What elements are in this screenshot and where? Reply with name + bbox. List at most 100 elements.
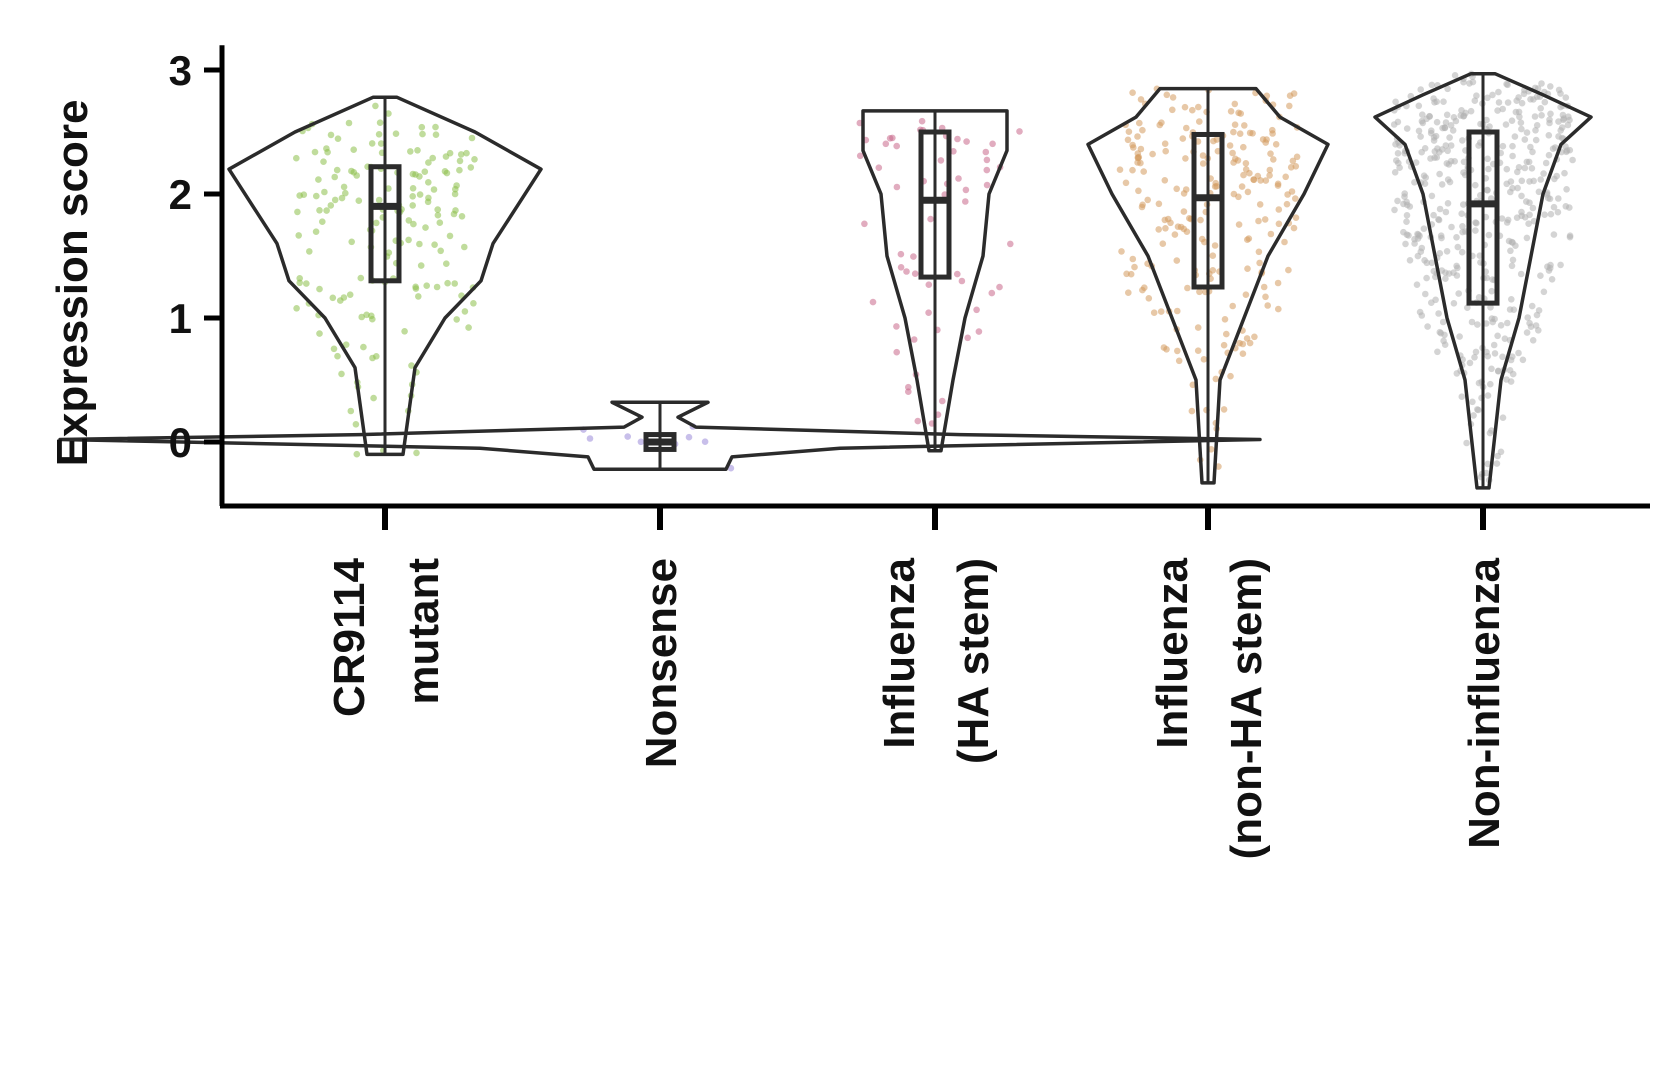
- data-point: [1441, 124, 1448, 131]
- data-point: [458, 213, 466, 220]
- data-point: [1490, 341, 1498, 349]
- data-point: [1473, 219, 1480, 227]
- data-point: [1229, 149, 1236, 157]
- data-point: [1421, 145, 1429, 152]
- data-point: [442, 153, 450, 160]
- data-point: [962, 186, 970, 194]
- data-point: [1266, 172, 1273, 179]
- data-point: [1199, 160, 1207, 167]
- data-point: [1440, 337, 1447, 345]
- data-point: [1517, 270, 1525, 278]
- data-point: [342, 341, 350, 349]
- data-point: [327, 202, 335, 209]
- data-point: [425, 159, 432, 166]
- data-point: [331, 173, 339, 181]
- data-point: [1518, 192, 1525, 200]
- data-point: [1209, 267, 1217, 274]
- data-point: [425, 194, 432, 202]
- violin-outline: [58, 400, 1262, 472]
- x-tick-label-line: Non-influenza: [1460, 557, 1509, 848]
- data-point: [1459, 223, 1466, 230]
- data-point: [1412, 159, 1420, 166]
- data-point: [1182, 186, 1190, 193]
- data-point: [1557, 90, 1564, 97]
- data-point: [1164, 215, 1172, 223]
- y-tick-label: 1: [169, 295, 192, 342]
- data-point: [1533, 311, 1541, 319]
- data-point: [989, 140, 996, 148]
- axes: 0 1 2 3 CR9114 mutant Nonsense Influenza (HA ste…: [169, 45, 1650, 859]
- data-point: [334, 352, 341, 360]
- data-point: [313, 192, 320, 200]
- data-point: [1430, 211, 1437, 219]
- data-point: [320, 158, 327, 165]
- data-point: [1444, 200, 1452, 207]
- data-point: [1417, 86, 1424, 93]
- data-point: [1392, 98, 1399, 106]
- data-point: [1169, 106, 1176, 114]
- data-point: [1207, 446, 1215, 453]
- data-point: [334, 135, 342, 142]
- data-point: [1566, 146, 1574, 154]
- data-point: [1199, 152, 1207, 159]
- x-tick-label-line: Nonsense: [637, 558, 686, 768]
- data-point: [1194, 347, 1202, 355]
- data-point: [1548, 276, 1556, 283]
- data-point: [950, 148, 957, 155]
- data-point: [1544, 194, 1552, 202]
- data-point: [1403, 218, 1410, 225]
- data-point: [1541, 98, 1549, 106]
- x-tick-label-line: (HA stem): [949, 558, 998, 764]
- data-point: [1506, 306, 1514, 313]
- data-point: [1533, 122, 1541, 129]
- data-point: [293, 305, 300, 312]
- data-point: [1198, 235, 1206, 243]
- data-point: [405, 217, 413, 224]
- data-point: [1569, 156, 1576, 164]
- box: [1191, 131, 1225, 290]
- data-point: [1466, 359, 1474, 367]
- data-point: [1484, 155, 1491, 163]
- data-point: [1530, 177, 1537, 185]
- data-point: [419, 130, 426, 138]
- data-point: [1261, 216, 1269, 223]
- data-point: [347, 407, 355, 415]
- data-point: [1428, 192, 1436, 200]
- data-point: [1160, 344, 1168, 351]
- data-point: [1240, 143, 1247, 151]
- data-point: [1532, 136, 1540, 144]
- data-point: [1131, 263, 1138, 271]
- data-point: [457, 151, 465, 158]
- data-point: [1518, 125, 1525, 133]
- x-tick-label: Non-influenza: [1460, 557, 1509, 848]
- data-point: [1495, 88, 1502, 96]
- data-point: [1464, 304, 1471, 312]
- data-point: [1414, 235, 1422, 242]
- data-point: [1537, 272, 1544, 280]
- data-point: [937, 157, 945, 164]
- data-point: [1432, 296, 1439, 304]
- data-point: [1485, 165, 1492, 173]
- data-point: [1497, 322, 1505, 329]
- data-point: [1499, 105, 1506, 113]
- data-point: [1468, 318, 1476, 326]
- data-point: [1491, 350, 1499, 357]
- data-point: [1526, 211, 1533, 219]
- data-point: [1438, 234, 1445, 242]
- data-point: [415, 293, 422, 300]
- data-point: [1454, 264, 1461, 272]
- data-point: [1162, 147, 1169, 155]
- data-point: [1453, 234, 1460, 241]
- data-point: [1257, 177, 1264, 184]
- data-point: [1527, 323, 1535, 331]
- data-point: [1223, 330, 1230, 338]
- data-point: [414, 147, 421, 154]
- data-point: [1239, 350, 1247, 358]
- data-point: [1212, 375, 1220, 383]
- data-point: [1235, 221, 1243, 228]
- data-point: [452, 207, 459, 214]
- data-point: [1158, 119, 1165, 126]
- data-point: [1290, 224, 1298, 232]
- data-point: [1213, 136, 1221, 143]
- data-point: [1499, 142, 1507, 150]
